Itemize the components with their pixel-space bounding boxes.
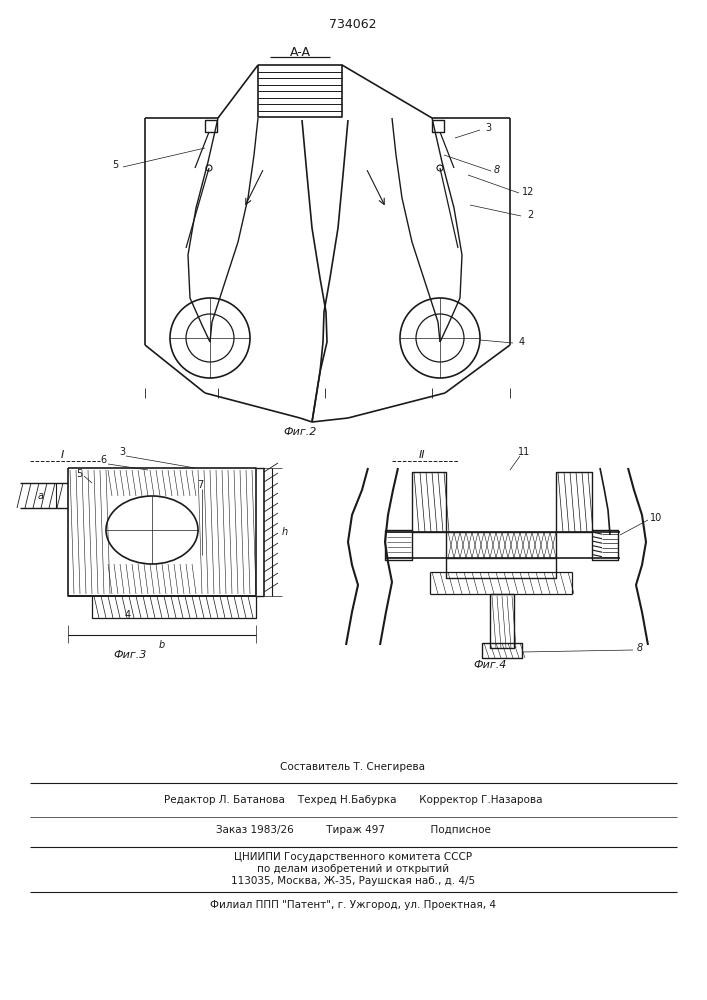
Text: Составитель Т. Снегирева: Составитель Т. Снегирева (281, 762, 426, 772)
Text: 3: 3 (485, 123, 491, 133)
Text: 2: 2 (527, 210, 533, 220)
Text: 5: 5 (76, 469, 82, 479)
Text: A-A: A-A (289, 45, 310, 58)
Text: h: h (282, 527, 288, 537)
Text: по делам изобретений и открытий: по делам изобретений и открытий (257, 864, 449, 874)
Text: b: b (159, 640, 165, 650)
Text: 11: 11 (518, 447, 530, 457)
Text: a: a (38, 491, 44, 501)
Text: 12: 12 (522, 187, 534, 197)
Text: Фиг.4: Фиг.4 (473, 660, 507, 670)
Text: 10: 10 (650, 513, 662, 523)
Text: 4: 4 (519, 337, 525, 347)
Text: Редактор Л. Батанова    Техред Н.Бабурка       Корректор Г.Назарова: Редактор Л. Батанова Техред Н.Бабурка Ко… (164, 795, 542, 805)
Text: ЦНИИПИ Государственного комитета СССР: ЦНИИПИ Государственного комитета СССР (234, 852, 472, 862)
Text: I: I (60, 450, 64, 460)
Text: 5: 5 (112, 160, 118, 170)
Text: Фиг.3: Фиг.3 (113, 650, 146, 660)
Text: 734062: 734062 (329, 18, 377, 31)
Text: 8: 8 (494, 165, 500, 175)
Text: Фиг.2: Фиг.2 (284, 427, 317, 437)
Text: II: II (419, 450, 425, 460)
Text: 4: 4 (125, 610, 131, 620)
Text: Заказ 1983/26          Тираж 497              Подписное: Заказ 1983/26 Тираж 497 Подписное (216, 825, 491, 835)
Text: Филиал ППП "Патент", г. Ужгород, ул. Проектная, 4: Филиал ППП "Патент", г. Ужгород, ул. Про… (210, 900, 496, 910)
Text: 3: 3 (119, 447, 125, 457)
Text: 6: 6 (100, 455, 106, 465)
Text: 113035, Москва, Ж-35, Раушская наб., д. 4/5: 113035, Москва, Ж-35, Раушская наб., д. … (231, 876, 475, 886)
Text: 7: 7 (197, 480, 203, 490)
Text: 8: 8 (637, 643, 643, 653)
